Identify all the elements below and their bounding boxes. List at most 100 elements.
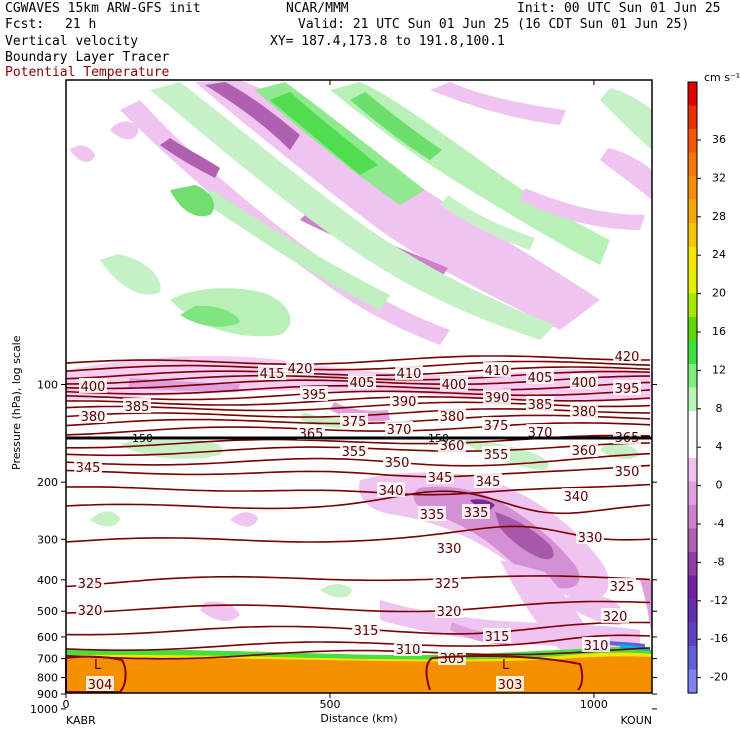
theta-label-310-1: 310 [584, 639, 609, 654]
colorbar-label-2: 28 [712, 210, 726, 223]
colorbar-unit: cm s⁻¹ [704, 71, 740, 84]
theta-label-bg-330-0 [435, 540, 463, 555]
colorbar-label-0: 36 [712, 133, 726, 146]
theta-label-bg-320-0 [76, 602, 104, 617]
theta-label-bg-405-0 [348, 374, 376, 389]
colorbar-label-11: -8 [714, 555, 725, 568]
theta-label-bg-340-1 [562, 488, 590, 503]
colorbar-segment-16 [688, 458, 697, 483]
colorbar-segment-12 [688, 364, 697, 389]
theta-contour-420 [66, 355, 650, 365]
field-bl-tracer: Boundary Layer Tracer [5, 50, 170, 65]
theta-label-bg-385-1 [526, 396, 554, 411]
colorbar-segment-5 [688, 199, 697, 224]
theta-label-303-0: 303 [498, 678, 523, 693]
theta-label-410-1: 410 [485, 364, 510, 379]
colorbar-segment-1 [688, 105, 697, 130]
theta-label-bg-315-0 [352, 622, 380, 637]
theta-contour-320 [66, 600, 651, 614]
y-tick-label-400: 400 [37, 574, 58, 587]
theta-contour-350 [66, 452, 651, 467]
theta-label-bg-415-0 [258, 365, 286, 380]
valid-time: Valid: 21 UTC Sun 01 Jun 25 (16 CDT Sun … [298, 17, 690, 32]
colorbar-frame [687, 81, 698, 694]
theta-contour-345 [66, 464, 651, 478]
theta-label-370-0: 370 [387, 423, 412, 438]
theta-contour-415 [66, 360, 651, 372]
theta-label-385-1: 385 [528, 398, 553, 413]
theta-label-320-2: 320 [603, 610, 628, 625]
theta-label-315-0: 315 [354, 624, 379, 639]
theta-label-bg-350-1 [613, 463, 641, 478]
theta-label-375-0: 375 [342, 415, 367, 430]
theta-label-305-0: 305 [440, 652, 465, 667]
theta-label-310-0: 310 [396, 643, 421, 658]
field-vertical-velocity: Vertical velocity [5, 34, 139, 49]
colorbar-label-13: -16 [710, 632, 728, 645]
theta-label-bg-304-0 [86, 676, 114, 691]
forecast-label: Fcst: [5, 17, 45, 32]
colorbar-segment-7 [688, 246, 697, 271]
theta-label-bg-360-1 [570, 442, 598, 457]
theta-label-bg-365-0 [297, 425, 325, 440]
theta-label-bg-330-1 [576, 529, 604, 544]
theta-label-320-0: 320 [78, 604, 103, 619]
colorbar-label-6: 12 [712, 363, 726, 376]
theta-label-bg-360-0 [438, 437, 466, 452]
y-tick-label-100: 100 [37, 379, 58, 392]
theta-label-bg-380-1 [438, 408, 466, 423]
theta-label-bg-390-0 [390, 393, 418, 408]
theta-label-390-0: 390 [392, 395, 417, 410]
theta-label-410-0: 410 [397, 367, 422, 382]
theta-label-345-2: 345 [476, 475, 501, 490]
y-tick-label-700: 700 [37, 653, 58, 666]
theta-label-bg-370-1 [526, 424, 554, 439]
theta-contour-305 [66, 647, 651, 660]
colorbar-label-7: 8 [716, 402, 723, 415]
colorbar-segment-24 [688, 646, 697, 671]
theta-label-bg-310-1 [582, 637, 610, 652]
org-label: NCAR/MMM [286, 1, 349, 16]
colorbar: 36 32 28 24 20 16 12 8 4 0 -4 -8 -12 -16 -20 [687, 81, 728, 694]
theta-label-bg-320-2 [601, 608, 629, 623]
colorbar-segment-19 [688, 528, 697, 553]
left-station: KABR [66, 714, 96, 727]
colorbar-label-10: -4 [714, 517, 725, 530]
low-marker-left: L [94, 658, 102, 673]
theta-label-bg-390-1 [483, 389, 511, 404]
colorbar-segment-20 [688, 552, 697, 577]
colorbar-label-1: 32 [712, 171, 726, 184]
theta-label-bg-345-0 [74, 459, 102, 474]
colorbar-label-3: 24 [712, 248, 726, 261]
colorbar-segment-0 [688, 82, 697, 107]
colorbar-label-12: -12 [710, 594, 728, 607]
low-contour-right [425, 655, 584, 691]
theta-label-420-1: 420 [615, 350, 640, 365]
colorbar-segment-10 [688, 317, 697, 342]
theta-contour-335 [66, 490, 651, 515]
theta-label-420-0: 420 [288, 362, 313, 377]
theta-label-345-0: 345 [76, 461, 101, 476]
theta-label-bg-355-1 [482, 446, 510, 461]
theta-label-bg-400-0 [79, 378, 107, 393]
forecast-hour: 21 h [65, 17, 97, 32]
theta-label-bg-375-0 [340, 413, 368, 428]
theta-label-bg-315-1 [483, 628, 511, 643]
theta-contour-325 [66, 575, 651, 588]
theta-label-380-2: 380 [572, 405, 597, 420]
x-tick-label-0: 0 [63, 698, 70, 711]
theta-label-bg-405-1 [526, 369, 554, 384]
theta-label-bg-380-0 [79, 408, 107, 423]
theta-label-375-1: 375 [484, 419, 509, 434]
theta-label-bg-410-0 [395, 365, 423, 380]
colorbar-segment-11 [688, 340, 697, 365]
theta-label-325-1: 325 [435, 577, 460, 592]
theta-label-345-1: 345 [428, 471, 453, 486]
theta-label-405-1: 405 [528, 371, 553, 386]
x-tick-label-1000: 1000 [580, 698, 608, 711]
colorbar-segment-8 [688, 270, 697, 295]
theta-label-bg-370-0 [385, 421, 413, 436]
theta-label-350-1: 350 [615, 465, 640, 480]
init-time: Init: 00 UTC Sun 01 Jun 25 [517, 1, 721, 16]
model-title: CGWAVES 15km ARW-GFS init [5, 1, 201, 16]
